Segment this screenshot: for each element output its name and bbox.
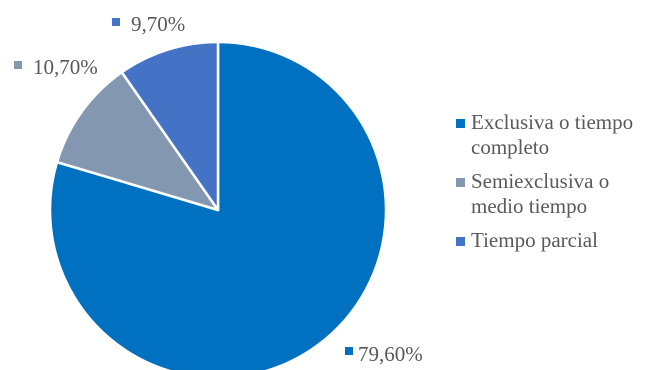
legend-swatch-exclusiva [456,119,465,128]
data-label-exclusiva: 79,60% [358,342,423,366]
legend-item-semiexclusiva: Semiexclusiva o medio tiempo [456,169,656,219]
pie-slice-semiexclusiva [55,71,220,212]
legend-item-tiempo-parcial: Tiempo parcial [456,228,656,253]
pie-slice-tiempo-parcial [120,40,220,212]
legend-swatch-tiempo-parcial [456,237,465,246]
data-label-semiexclusiva: 10,70% [33,55,98,79]
data-label-marker-tiempo-parcial [112,18,120,26]
legend-label-exclusiva: Exclusiva o tiempo completo [471,110,634,159]
legend-item-exclusiva: Exclusiva o tiempo completo [456,110,656,160]
legend-label-tiempo-parcial: Tiempo parcial [471,228,598,252]
legend-swatch-semiexclusiva [456,178,465,187]
data-label-tiempo-parcial: 9,70% [131,12,185,36]
data-label-marker-exclusiva [345,347,353,355]
legend-label-semiexclusiva: Semiexclusiva o medio tiempo [471,169,610,218]
legend: Exclusiva o tiempo completo Semiexclusiv… [456,110,656,262]
data-label-marker-semiexclusiva [14,61,22,69]
